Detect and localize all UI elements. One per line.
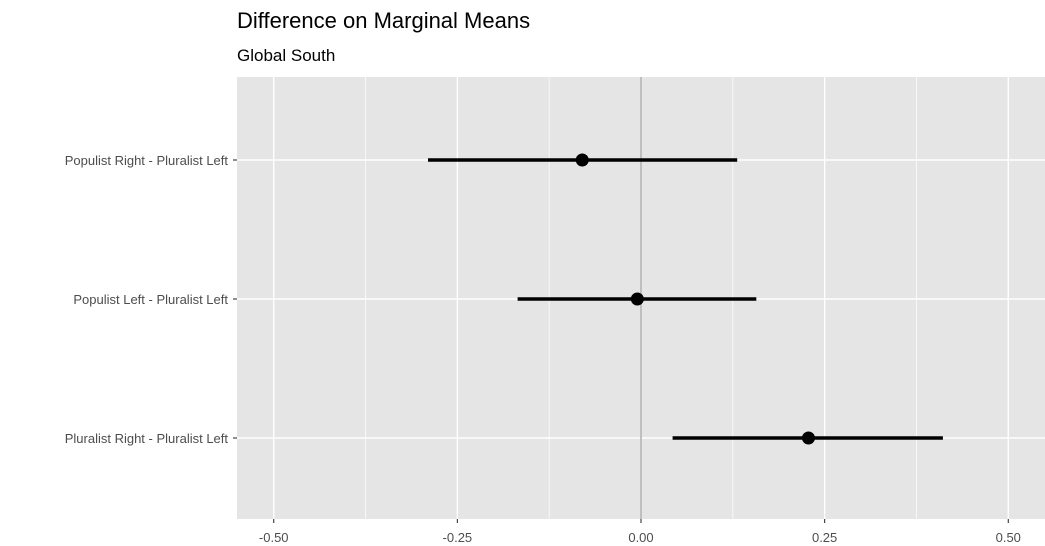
y-tick-label: Pluralist Right - Pluralist Left [65,431,229,446]
x-tick-label: 0.25 [812,530,837,545]
x-tick-label: -0.25 [443,530,473,545]
y-tick-label: Populist Right - Pluralist Left [65,153,229,168]
point-estimate [575,153,589,167]
y-tick-label: Populist Left - Pluralist Left [73,292,228,307]
x-tick-label: -0.50 [259,530,289,545]
point-estimates-group [427,153,943,445]
x-axis: -0.50 -0.25 0.00 0.25 0.50 [259,519,1021,545]
x-tick-label: 0.50 [996,530,1021,545]
point-estimate [630,292,644,306]
y-axis: Populist Right - Pluralist Left Populist … [65,153,237,446]
chart-subtitle: Global South [237,46,335,65]
chart-title: Difference on Marginal Means [237,8,530,33]
point-estimate [801,431,815,445]
x-tick-label: 0.00 [628,530,653,545]
